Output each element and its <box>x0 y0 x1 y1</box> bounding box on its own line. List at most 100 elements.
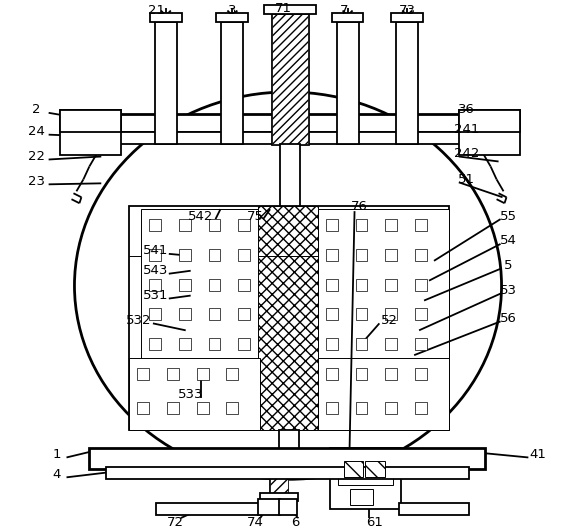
Bar <box>332 13 363 22</box>
Bar <box>258 206 318 430</box>
Bar <box>415 219 427 231</box>
Bar <box>89 448 484 469</box>
Ellipse shape <box>74 92 502 479</box>
Text: 5: 5 <box>504 259 513 272</box>
Bar <box>137 368 149 380</box>
Bar <box>385 402 397 414</box>
Text: 543: 543 <box>143 264 169 277</box>
Bar <box>326 309 338 320</box>
Bar <box>116 132 462 143</box>
Bar <box>329 448 401 509</box>
Bar <box>179 249 191 261</box>
Text: 21: 21 <box>149 4 165 17</box>
Bar <box>318 209 449 360</box>
Bar <box>355 338 367 350</box>
Text: 7: 7 <box>340 4 349 17</box>
Bar <box>459 110 520 132</box>
Bar <box>209 219 221 231</box>
Bar <box>385 338 397 350</box>
Bar <box>336 22 358 143</box>
Bar <box>129 358 260 430</box>
Bar <box>260 455 298 463</box>
Bar <box>149 219 161 231</box>
Text: 1: 1 <box>52 448 61 461</box>
Text: 4: 4 <box>52 468 61 481</box>
Text: 542: 542 <box>188 210 213 222</box>
Bar <box>326 338 338 350</box>
Bar <box>355 219 367 231</box>
Bar <box>149 309 161 320</box>
Bar <box>196 368 209 380</box>
Text: 55: 55 <box>500 210 517 222</box>
Bar <box>129 206 449 430</box>
Bar <box>155 22 177 143</box>
Bar <box>179 338 191 350</box>
Bar <box>106 467 469 479</box>
Text: 531: 531 <box>143 289 169 302</box>
Bar <box>415 402 427 414</box>
Bar <box>101 114 477 132</box>
Text: 24: 24 <box>28 125 45 138</box>
Bar <box>238 219 250 231</box>
Bar <box>226 368 238 380</box>
Text: 76: 76 <box>351 200 368 213</box>
Text: 74: 74 <box>247 516 264 528</box>
Bar <box>59 110 121 155</box>
Text: 52: 52 <box>381 314 398 327</box>
Bar <box>217 13 248 22</box>
Bar <box>260 493 298 501</box>
Text: 6: 6 <box>291 516 299 528</box>
Bar <box>459 110 520 155</box>
Bar <box>149 249 161 261</box>
Bar <box>415 279 427 290</box>
Bar <box>264 5 316 14</box>
Bar <box>238 249 250 261</box>
Bar <box>258 499 280 515</box>
Bar <box>272 14 308 143</box>
Text: 242: 242 <box>454 147 479 160</box>
Bar <box>326 402 338 414</box>
Bar <box>167 402 179 414</box>
Bar <box>238 309 250 320</box>
Bar <box>415 249 427 261</box>
Bar <box>149 279 161 290</box>
Bar <box>396 22 418 143</box>
Bar <box>149 338 161 350</box>
Text: 71: 71 <box>275 2 291 15</box>
Bar <box>209 309 221 320</box>
Bar <box>59 110 121 132</box>
Bar <box>221 22 243 143</box>
Text: 73: 73 <box>399 4 416 17</box>
Text: 22: 22 <box>28 150 46 163</box>
Text: 3: 3 <box>228 4 237 17</box>
Bar <box>179 219 191 231</box>
Bar <box>280 143 300 206</box>
Text: 56: 56 <box>500 312 517 325</box>
Bar <box>270 459 288 497</box>
Bar <box>350 489 373 505</box>
Bar <box>415 309 427 320</box>
Bar <box>415 368 427 380</box>
Bar <box>365 461 385 477</box>
Text: 51: 51 <box>458 173 475 186</box>
Bar <box>238 279 250 290</box>
Bar <box>209 249 221 261</box>
Bar <box>238 338 250 350</box>
Bar <box>209 338 221 350</box>
Bar <box>326 249 338 261</box>
Bar <box>385 219 397 231</box>
Bar <box>385 279 397 290</box>
Text: 541: 541 <box>143 244 169 258</box>
Text: 23: 23 <box>28 175 46 188</box>
Bar <box>326 368 338 380</box>
Bar <box>270 459 288 497</box>
Bar <box>385 309 397 320</box>
Bar <box>355 309 367 320</box>
Text: 75: 75 <box>247 210 264 222</box>
Bar <box>167 368 179 380</box>
Text: 36: 36 <box>458 104 475 116</box>
Bar <box>355 368 367 380</box>
Bar <box>385 249 397 261</box>
Bar <box>226 402 238 414</box>
Bar <box>338 456 393 485</box>
